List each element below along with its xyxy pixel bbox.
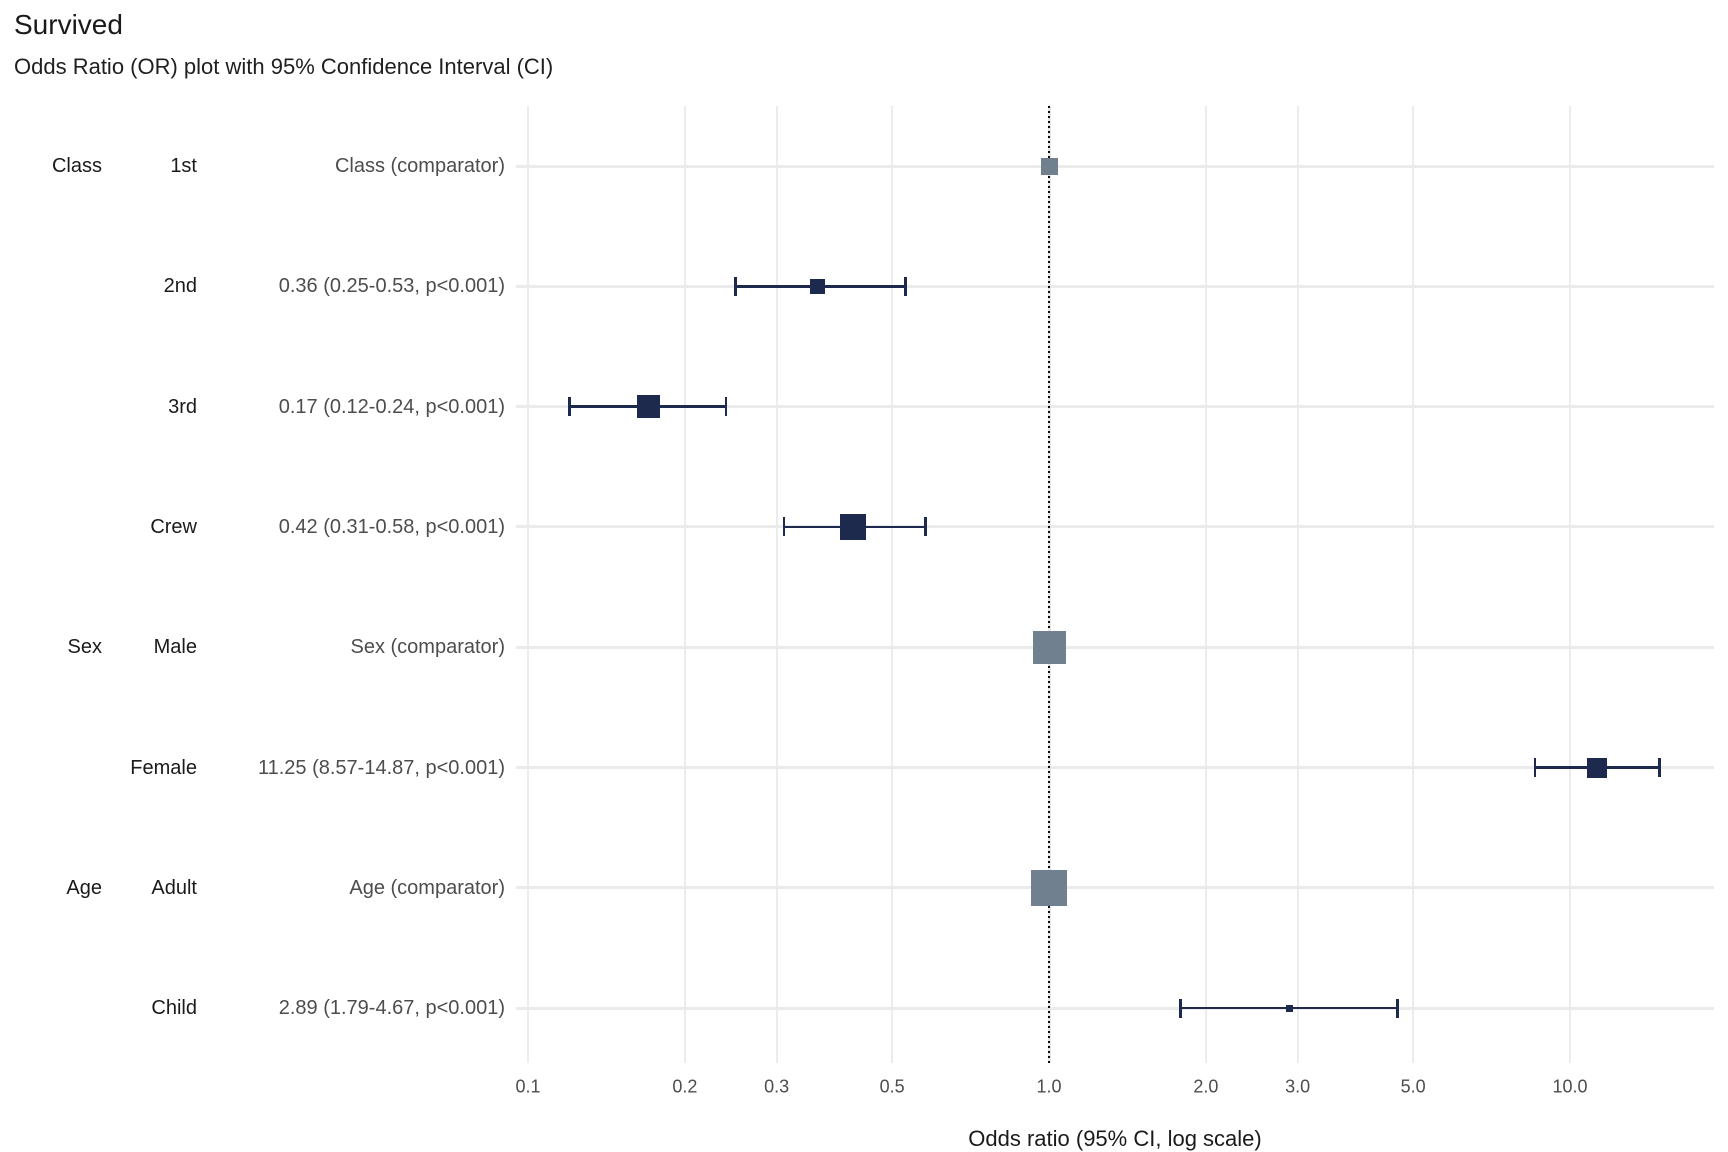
- x-gridline: [1296, 106, 1299, 1063]
- group-label: Age: [66, 876, 102, 899]
- ci-cap-right: [1658, 758, 1662, 777]
- y-gridline: [516, 1006, 1714, 1010]
- or-annotation: Sex (comparator): [350, 636, 506, 659]
- x-gridline: [527, 106, 529, 1063]
- ci-cap-left: [567, 397, 571, 417]
- x-tick-label: 0.2: [672, 1076, 698, 1097]
- x-tick-label: 0.3: [764, 1076, 790, 1097]
- estimate-square: [810, 278, 826, 294]
- x-gridline: [683, 106, 686, 1063]
- level-label: 3rd: [168, 395, 197, 418]
- level-label: Adult: [151, 876, 197, 899]
- ci-cap-left: [734, 276, 737, 296]
- estimate-square: [839, 513, 866, 540]
- level-label: Crew: [150, 515, 197, 538]
- comparator-square: [1040, 157, 1058, 175]
- level-label: Child: [151, 997, 197, 1020]
- ci-cap-left: [782, 517, 786, 537]
- y-gridline: [516, 164, 1714, 168]
- y-gridline: [516, 645, 1714, 649]
- ci-cap-left: [1179, 998, 1183, 1018]
- or-annotation: 0.17 (0.12-0.24, p<0.001): [278, 395, 505, 418]
- comparator-square: [1032, 630, 1066, 664]
- chart-title: Survived: [14, 9, 123, 40]
- ci-cap-right: [924, 517, 928, 537]
- x-gridline: [1569, 106, 1571, 1063]
- ci-cap-right: [904, 276, 907, 296]
- y-gridline: [516, 525, 1714, 529]
- reference-line: [1047, 106, 1051, 1063]
- or-annotation: 11.25 (8.57-14.87, p<0.001): [257, 756, 505, 779]
- x-axis-title: Odds ratio (95% CI, log scale): [968, 1126, 1262, 1151]
- y-gridline: [516, 766, 1714, 769]
- or-annotation: Class (comparator): [334, 155, 505, 177]
- x-gridline: [775, 106, 778, 1063]
- y-gridline: [516, 284, 1714, 288]
- or-annotation: 0.36 (0.25-0.53, p<0.001): [278, 275, 505, 298]
- or-annotation: Age (comparator): [349, 876, 505, 899]
- y-gridline: [516, 886, 1714, 890]
- y-gridline: [516, 405, 1714, 409]
- plot-panel: [516, 106, 1714, 1063]
- group-label: Class: [51, 155, 102, 177]
- estimate-square: [636, 395, 660, 419]
- group-label: Sex: [67, 636, 102, 659]
- level-label: 2nd: [163, 275, 197, 298]
- ci-cap-left: [1533, 758, 1537, 777]
- x-tick-label: 0.1: [515, 1076, 541, 1097]
- x-tick-label: 3.0: [1285, 1076, 1311, 1097]
- estimate-square: [1285, 1004, 1293, 1012]
- or-annotation: 0.42 (0.31-0.58, p<0.001): [278, 515, 505, 538]
- ci-cap-right: [1396, 998, 1399, 1018]
- x-gridline: [1204, 106, 1207, 1063]
- x-tick-label: 0.5: [879, 1076, 905, 1097]
- comparator-square: [1031, 869, 1067, 906]
- x-gridline: [891, 106, 894, 1063]
- x-gridline: [1412, 106, 1415, 1063]
- x-tick-label: 2.0: [1193, 1076, 1219, 1097]
- level-label: 1st: [170, 155, 197, 177]
- level-label: Male: [153, 636, 197, 659]
- x-tick-label: 1.0: [1036, 1076, 1062, 1097]
- x-tick-label: 10.0: [1552, 1076, 1588, 1097]
- level-label: Female: [130, 756, 197, 779]
- estimate-square: [1586, 757, 1607, 778]
- or-annotation: 2.89 (1.79-4.67, p<0.001): [278, 997, 505, 1020]
- ci-cap-right: [724, 397, 728, 417]
- chart-subtitle: Odds Ratio (OR) plot with 95% Confidence…: [14, 54, 554, 79]
- x-tick-label: 5.0: [1400, 1076, 1426, 1097]
